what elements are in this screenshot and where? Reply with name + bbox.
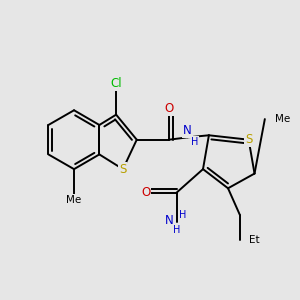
Text: O: O [164, 102, 174, 115]
Text: S: S [245, 133, 252, 146]
Text: H: H [173, 225, 180, 236]
Text: Cl: Cl [110, 77, 122, 90]
Text: N: N [165, 214, 173, 227]
Text: Me: Me [275, 114, 290, 124]
Text: N: N [183, 124, 192, 137]
Text: S: S [119, 163, 127, 176]
Text: Et: Et [249, 235, 259, 245]
Text: Me: Me [66, 195, 82, 205]
Text: H: H [191, 137, 199, 147]
Text: O: O [141, 186, 150, 199]
Text: H: H [179, 210, 187, 220]
